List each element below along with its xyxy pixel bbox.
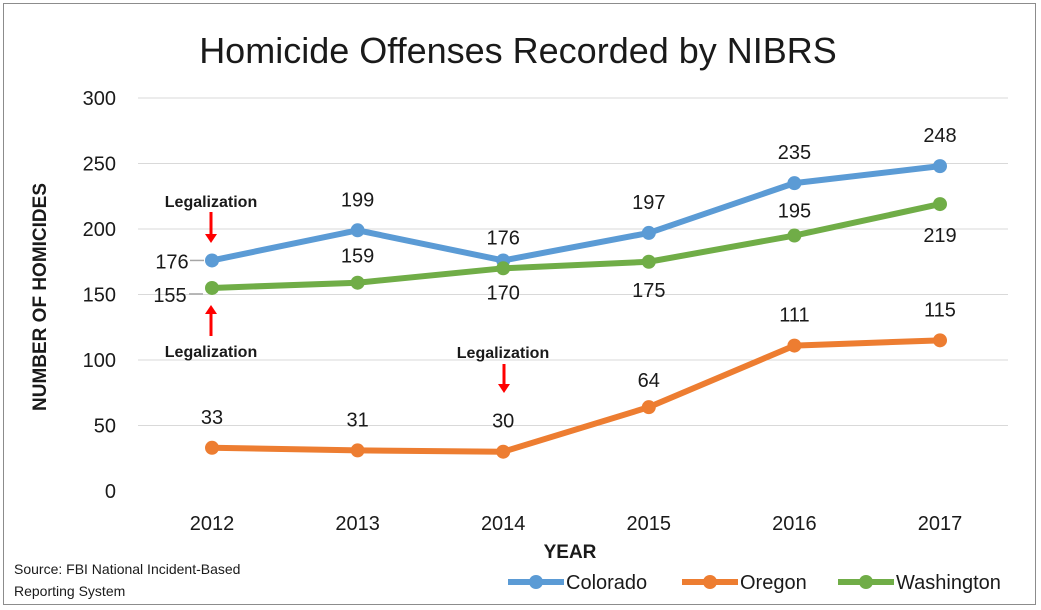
legalization-arrow-head-washington: [205, 305, 217, 314]
y-tick-label: 200: [83, 219, 116, 241]
colorado-line: [209, 163, 943, 264]
oregon-point-2017: [933, 333, 947, 348]
oregon-label-2012: 33: [201, 407, 223, 429]
oregon-point-2016: [787, 338, 802, 353]
source-line-2: Reporting System: [14, 583, 125, 599]
oregon-point-2015: [641, 400, 656, 415]
washington-label-2012: 155: [153, 285, 186, 307]
source-line-1: Source: FBI National Incident-Based: [14, 561, 240, 577]
legalization-label-oregon: Legalization: [457, 345, 549, 362]
y-axis-title: NUMBER OF HOMICIDES: [30, 183, 51, 411]
x-tick-label: 2016: [772, 513, 817, 535]
chart-title: Homicide Offenses Recorded by NIBRS: [199, 30, 837, 71]
y-tick-label: 250: [83, 154, 116, 176]
gridlines: [138, 97, 1008, 426]
washington-label-2014: 170: [487, 282, 520, 304]
colorado-label-2013: 199: [341, 189, 374, 211]
washington-point-2015: [641, 254, 656, 269]
colorado-point-2015: [641, 225, 656, 240]
washington-label-2016: 195: [778, 201, 811, 223]
washington-line: [209, 201, 943, 291]
washington-point-2012: [205, 280, 219, 295]
x-tick-label: 2012: [190, 513, 235, 535]
oregon-label-2014: 30: [492, 411, 514, 433]
colorado-label-2016: 235: [778, 142, 811, 164]
legend: Colorado Oregon Washington: [508, 572, 1001, 594]
oregon-label-2017: 115: [924, 299, 956, 321]
x-tick-label: 2015: [627, 513, 672, 535]
colorado-label-2015: 197: [632, 192, 665, 214]
y-tick-label: 50: [94, 416, 116, 438]
x-axis-title: YEAR: [544, 542, 597, 563]
legend-swatch-marker-colorado: [529, 575, 543, 589]
x-tick-label: 2014: [481, 513, 526, 535]
washington-label-2013: 159: [341, 246, 374, 268]
washington-label-2017: 219: [923, 225, 956, 247]
oregon-label-2016: 111: [779, 305, 809, 327]
y-tick-label: 0: [105, 481, 116, 503]
colorado-point-2016: [787, 176, 802, 191]
colorado-point-2017: [933, 159, 947, 174]
oregon-label-2013: 31: [346, 409, 368, 431]
x-tick-label: 2013: [335, 513, 380, 535]
y-axis-ticks: 0 50 100 150 200 250 300: [83, 88, 116, 503]
x-tick-label: 2017: [918, 513, 963, 535]
legend-label-oregon: Oregon: [740, 572, 807, 594]
x-axis-ticks: 2012 2013 2014 2015 2016 2017: [190, 513, 963, 535]
oregon-point-2012: [205, 440, 219, 455]
legalization-label-washington: Legalization: [165, 344, 257, 361]
y-tick-label: 100: [83, 350, 116, 372]
data-labels: 176 199 176 197 235 248 33 31 30 64 111 115 155 159 17…: [153, 125, 956, 433]
legalization-arrow-head-colorado: [205, 234, 217, 243]
legalization-arrow-head-oregon: [498, 384, 510, 393]
y-tick-label: 150: [83, 285, 116, 307]
annotations: Legalization Legalization Legalization: [165, 194, 549, 393]
legend-swatch-marker-oregon: [703, 575, 717, 589]
legend-swatch-marker-washington: [859, 575, 873, 589]
washington-point-2014: [496, 261, 511, 276]
chart-frame: [3, 3, 1036, 605]
oregon-label-2015: 64: [638, 370, 660, 392]
legend-label-washington: Washington: [896, 572, 1001, 594]
oregon-point-2014: [496, 444, 511, 459]
legalization-label-colorado: Legalization: [165, 194, 257, 211]
y-tick-label: 300: [83, 88, 116, 110]
washington-label-2015: 175: [632, 280, 665, 302]
legend-label-colorado: Colorado: [566, 572, 647, 594]
washington-point-2013: [350, 275, 365, 290]
colorado-label-2017: 248: [923, 125, 956, 147]
colorado-label-2014: 176: [487, 227, 520, 249]
colorado-point-2012: [205, 253, 219, 268]
oregon-line: [209, 337, 943, 455]
washington-point-2016: [787, 228, 802, 243]
colorado-point-2013: [350, 223, 365, 238]
washington-point-2017: [933, 197, 947, 212]
colorado-label-2012: 176: [155, 251, 188, 273]
oregon-point-2013: [350, 443, 365, 458]
series-lines: [205, 159, 947, 459]
